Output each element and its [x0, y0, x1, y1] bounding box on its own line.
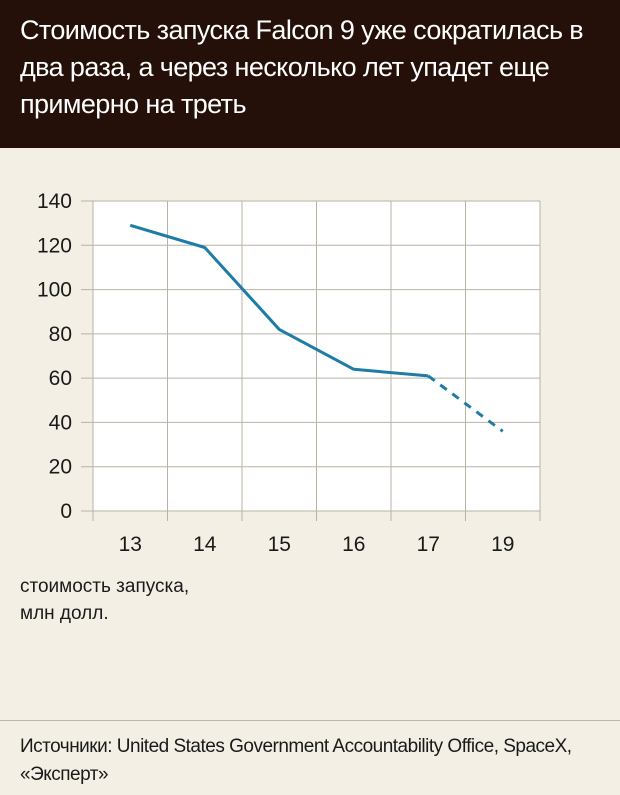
chart-title: Стоимость запуска Falcon 9 уже сократила…: [20, 15, 584, 119]
x-tick-label: 16: [342, 533, 365, 556]
y-tick-label: 60: [49, 367, 72, 390]
series-lines: [129, 223, 504, 433]
y-axis-ticks: 0 20 40 60 80 100 120 140: [37, 190, 72, 523]
x-tick-label: 14: [193, 533, 217, 556]
forecast-line: [427, 374, 504, 433]
y-tick-label: 80: [49, 323, 72, 346]
y-tick-label: 20: [49, 456, 72, 479]
chart-header: Стоимость запуска Falcon 9 уже сократила…: [0, 0, 620, 148]
footer-divider: [0, 720, 620, 721]
chart-grid: [81, 200, 541, 521]
source-note: Источники: United States Government Acco…: [20, 736, 572, 785]
y-tick-label: 120: [37, 234, 72, 257]
y-axis-label: стоимость запуска, млн долл.: [20, 576, 190, 624]
x-tick-label: 17: [417, 533, 440, 556]
x-tick-label: 19: [491, 533, 514, 556]
y-tick-label: 100: [37, 279, 72, 302]
x-axis-ticks: 13 14 15 16 17 19: [119, 533, 515, 556]
y-tick-label: 0: [60, 500, 72, 523]
line-chart: 0 20 40 60 80 100 120 140 13 14 15 16 17 19: [37, 190, 541, 556]
x-tick-label: 13: [119, 533, 142, 556]
y-tick-label: 40: [49, 411, 72, 434]
x-tick-label: 15: [268, 533, 291, 556]
y-tick-label: 140: [37, 190, 72, 213]
launch-cost-line: [129, 223, 429, 378]
